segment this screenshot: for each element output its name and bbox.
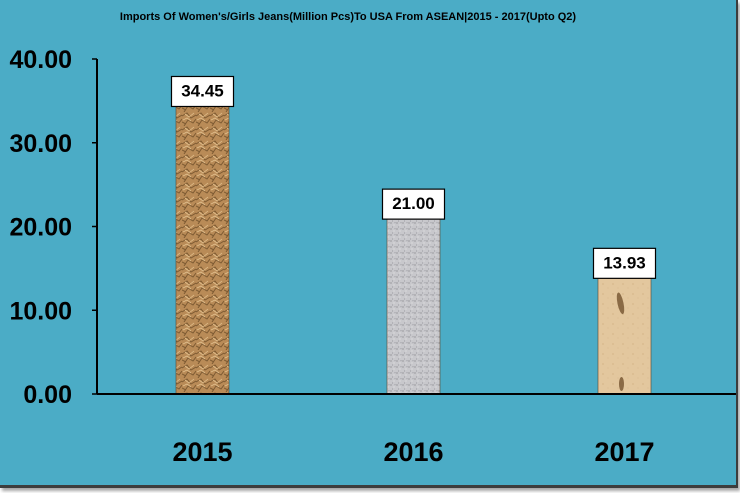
chart-title: Imports Of Women's/Girls Jeans(Million P… xyxy=(120,11,577,23)
data-label: 13.93 xyxy=(603,253,646,272)
bar-chart: Imports Of Women's/Girls Jeans(Million P… xyxy=(9,11,736,467)
x-axis-tick-labels: 2015 2016 2017 xyxy=(172,437,654,467)
bar-2015 xyxy=(175,105,230,395)
fossil-fish-decoration xyxy=(616,292,625,391)
x-tick-label: 2016 xyxy=(383,437,443,467)
y-tick-label: 10.00 xyxy=(9,297,72,325)
data-label: 34.45 xyxy=(181,81,224,100)
x-tick-label: 2017 xyxy=(594,437,654,467)
y-tick-label: 30.00 xyxy=(9,130,72,158)
bars xyxy=(175,105,652,395)
bar-2016 xyxy=(386,217,441,395)
data-label: 21.00 xyxy=(392,194,435,213)
data-labels: 34.45 21.00 13.93 xyxy=(170,75,657,279)
data-label-box xyxy=(592,247,657,279)
x-tick-label: 2015 xyxy=(172,437,232,467)
y-axis-tick-labels: 0.00 10.00 20.00 30.00 40.00 xyxy=(9,46,97,409)
data-label-box xyxy=(381,188,446,220)
y-tick-label: 0.00 xyxy=(23,381,72,409)
y-tick-label: 20.00 xyxy=(9,214,72,242)
data-label-box xyxy=(170,75,235,108)
bar-2017 xyxy=(597,277,652,395)
y-tick-label: 40.00 xyxy=(9,46,72,74)
